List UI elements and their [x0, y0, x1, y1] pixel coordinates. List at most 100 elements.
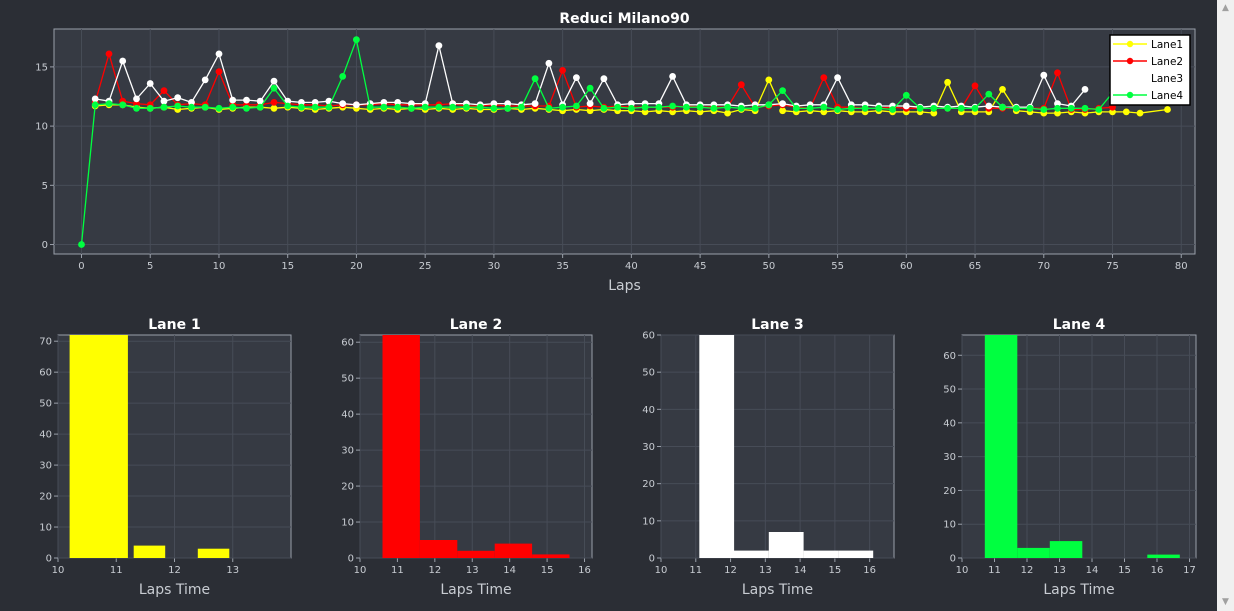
data-point-lane4	[215, 104, 223, 112]
data-point-lane4	[600, 104, 608, 112]
data-point-lane3	[628, 100, 635, 107]
data-point-lane4	[146, 104, 154, 112]
x-tick-label: 25	[419, 261, 432, 272]
data-point-lane3	[545, 59, 553, 67]
data-point-lane3	[201, 76, 209, 84]
data-point-lane4	[957, 104, 965, 112]
histogram-bar	[768, 532, 804, 558]
data-point-lane3	[600, 75, 608, 83]
data-point-lane4	[655, 103, 663, 111]
data-point-lane1	[1164, 106, 1171, 113]
histogram-bar	[382, 335, 420, 558]
scroll-down-arrow-icon[interactable]: ▼	[1222, 597, 1229, 607]
data-point-lane4	[641, 103, 649, 111]
x-tick-label: 15	[829, 565, 842, 576]
x-tick-label: 50	[762, 261, 775, 272]
data-point-lane3	[270, 77, 278, 85]
data-point-lane3	[408, 100, 415, 107]
data-point-lane3	[834, 74, 841, 81]
x-tick-label: 30	[488, 261, 501, 272]
data-point-lane4	[765, 101, 773, 109]
legend-swatch-marker	[1126, 57, 1134, 65]
x-tick-label: 11	[988, 565, 1001, 576]
data-point-lane4	[78, 241, 85, 248]
histogram-bar	[457, 550, 495, 558]
data-point-lane1	[1122, 108, 1130, 116]
data-point-lane3	[215, 50, 223, 58]
data-point-lane4	[174, 102, 182, 110]
data-point-lane4	[614, 103, 621, 111]
histogram-bar	[197, 548, 230, 558]
series-lane4	[78, 36, 1116, 248]
x-tick-label: 12	[724, 565, 737, 576]
histogram-bar	[494, 543, 533, 558]
data-point-lane4	[284, 102, 292, 110]
data-point-lane3	[243, 96, 250, 104]
y-tick-label: 50	[943, 385, 956, 396]
histogram-bar	[1049, 541, 1083, 558]
y-tick-label: 15	[35, 62, 48, 73]
data-point-lane3	[902, 102, 910, 110]
data-point-lane2	[160, 87, 168, 94]
data-point-lane3	[985, 102, 993, 110]
data-point-lane3	[380, 99, 388, 106]
y-tick-label: 20	[943, 486, 956, 497]
data-point-lane1	[930, 109, 938, 117]
data-point-lane4	[160, 103, 168, 111]
data-point-lane4	[243, 104, 250, 112]
data-point-lane4	[916, 104, 924, 112]
y-tick-label: 20	[642, 479, 655, 490]
y-tick-label: 10	[943, 520, 956, 531]
y-tick-label: 30	[642, 442, 655, 453]
histogram-bar	[133, 545, 166, 558]
data-point-lane4	[820, 103, 828, 111]
x-axis-label: Laps Time	[742, 582, 813, 598]
data-point-lane4	[1081, 104, 1089, 112]
data-point-lane3	[353, 101, 360, 109]
data-point-lane2	[270, 99, 278, 106]
y-tick-label: 10	[39, 523, 52, 534]
legend-swatch-marker	[1126, 40, 1134, 48]
y-tick-label: 10	[341, 518, 354, 529]
y-tick-label: 40	[642, 405, 655, 416]
data-point-lane4	[133, 104, 140, 112]
y-tick-label: 40	[341, 410, 354, 421]
data-point-lane4	[408, 104, 415, 112]
data-point-lane4	[504, 104, 512, 112]
histogram-bar	[532, 554, 570, 558]
data-point-lane1	[820, 108, 828, 116]
data-point-lane1	[270, 104, 278, 112]
x-tick-label: 16	[578, 565, 591, 576]
vertical-scrollbar[interactable]: ▲ ▼	[1217, 0, 1234, 611]
data-point-lane3	[146, 80, 154, 87]
data-point-lane4	[91, 101, 99, 109]
data-point-lane1	[944, 78, 951, 86]
y-tick-label: 60	[943, 351, 956, 362]
x-tick-label: 80	[1175, 261, 1188, 272]
data-point-lane4	[545, 104, 553, 112]
x-tick-label: 35	[556, 261, 569, 272]
data-point-lane3	[669, 73, 676, 80]
data-point-lane4	[1040, 106, 1048, 113]
data-point-lane4	[518, 103, 525, 111]
x-tick-label: 15	[1118, 565, 1131, 576]
data-point-lane3	[229, 96, 237, 104]
data-point-lane4	[696, 103, 704, 111]
data-point-lane4	[628, 104, 635, 112]
data-point-lane2	[105, 50, 113, 58]
data-point-lane4	[463, 103, 470, 111]
x-tick-label: 5	[147, 261, 153, 272]
data-point-lane4	[311, 103, 319, 111]
scroll-up-arrow-icon[interactable]: ▲	[1222, 3, 1229, 13]
data-point-lane4	[353, 36, 360, 44]
data-point-lane3	[1040, 71, 1048, 79]
data-point-lane2	[737, 81, 745, 89]
data-point-lane3	[311, 99, 319, 106]
x-tick-label: 70	[1037, 261, 1050, 272]
data-point-lane4	[751, 104, 759, 112]
histogram-bar	[838, 550, 874, 558]
data-point-lane4	[1012, 104, 1020, 112]
x-axis-label: Laps Time	[440, 582, 511, 598]
